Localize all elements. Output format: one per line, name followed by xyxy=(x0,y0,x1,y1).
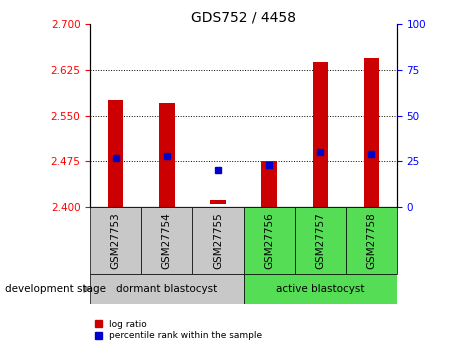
Bar xyxy=(262,161,277,207)
Bar xyxy=(159,104,175,207)
Text: dormant blastocyst: dormant blastocyst xyxy=(116,284,217,294)
Bar xyxy=(210,200,226,204)
Text: GSM27756: GSM27756 xyxy=(264,212,274,269)
Bar xyxy=(346,207,397,274)
Text: GSM27758: GSM27758 xyxy=(366,212,376,269)
Text: active blastocyst: active blastocyst xyxy=(276,284,364,294)
Bar xyxy=(313,62,328,207)
Text: GSM27755: GSM27755 xyxy=(213,212,223,269)
Text: GSM27757: GSM27757 xyxy=(315,212,325,269)
Bar xyxy=(90,207,141,274)
Bar xyxy=(90,274,244,304)
Bar xyxy=(295,207,346,274)
Text: GSM27753: GSM27753 xyxy=(111,212,121,269)
Polygon shape xyxy=(83,285,92,293)
Bar xyxy=(141,207,193,274)
Text: GDS752 / 4458: GDS752 / 4458 xyxy=(191,10,296,24)
Bar xyxy=(193,207,244,274)
Bar xyxy=(364,58,379,207)
Bar xyxy=(108,100,124,207)
Legend: log ratio, percentile rank within the sample: log ratio, percentile rank within the sa… xyxy=(95,320,262,341)
Text: GSM27754: GSM27754 xyxy=(162,212,172,269)
Text: development stage: development stage xyxy=(5,284,106,294)
Bar xyxy=(244,207,295,274)
Bar xyxy=(244,274,397,304)
